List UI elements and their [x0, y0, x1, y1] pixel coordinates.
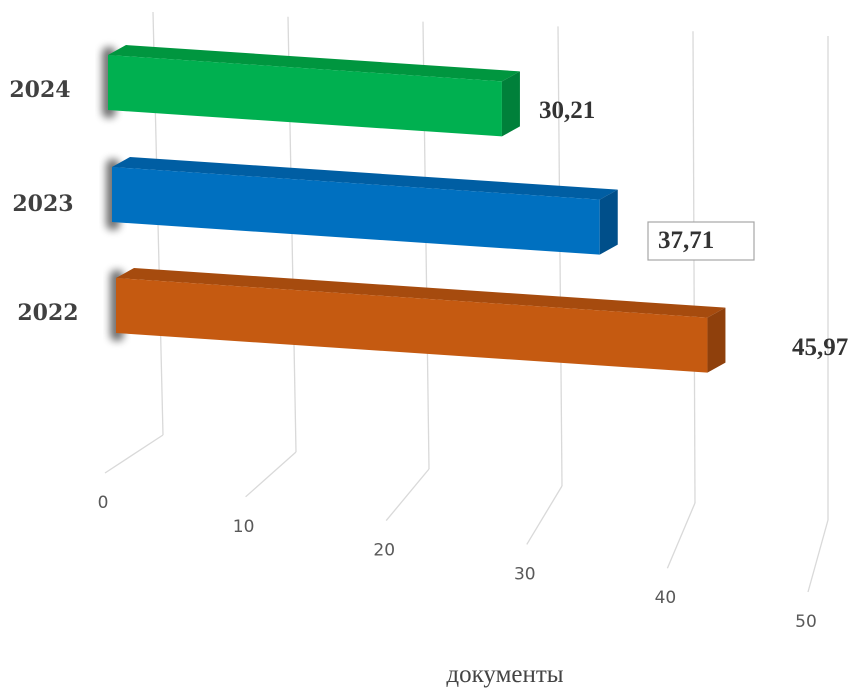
x-tick-label: 50	[795, 612, 817, 632]
category-labels: 2024 2023 2022	[9, 77, 78, 326]
bar-top-face	[116, 268, 726, 318]
gridline	[692, 31, 696, 504]
gridline-floor	[385, 468, 430, 522]
x-tick-label: 40	[655, 588, 677, 608]
value-label: 30,21	[539, 97, 595, 124]
bar-front-face-2024	[108, 55, 502, 137]
category-label: 2024	[9, 77, 70, 103]
gridline	[557, 26, 563, 487]
gridline-floor	[245, 451, 297, 498]
gridline-floor	[526, 485, 563, 545]
category-label: 2023	[12, 191, 73, 217]
value-label: 37,71	[658, 227, 714, 254]
value-label: 45,97	[792, 334, 848, 361]
x-tick-label: 20	[373, 541, 395, 561]
x-tick-label: 10	[233, 517, 255, 537]
x-axis-title: документы	[446, 661, 563, 688]
category-label: 2022	[17, 300, 78, 326]
x-axis-ticks: 0 10 20 30 40 50	[98, 493, 817, 632]
bars	[102, 45, 726, 373]
gridline-floor	[666, 502, 696, 569]
x-tick-label: 0	[98, 493, 109, 513]
value-labels: 30,21 37,71 45,97	[539, 97, 848, 361]
bar-top-face	[108, 45, 520, 82]
gridline-floor	[104, 434, 164, 474]
value-label-box	[647, 221, 755, 261]
bar-front-face-2023	[112, 167, 600, 255]
gridline-floor	[807, 519, 829, 593]
bar-top-face	[112, 157, 618, 200]
x-tick-label: 30	[514, 564, 536, 584]
bar-end-face	[501, 71, 520, 137]
bar-end-face	[707, 307, 726, 373]
bar-front-face-2022	[116, 278, 708, 373]
bar-end-face	[599, 189, 618, 255]
